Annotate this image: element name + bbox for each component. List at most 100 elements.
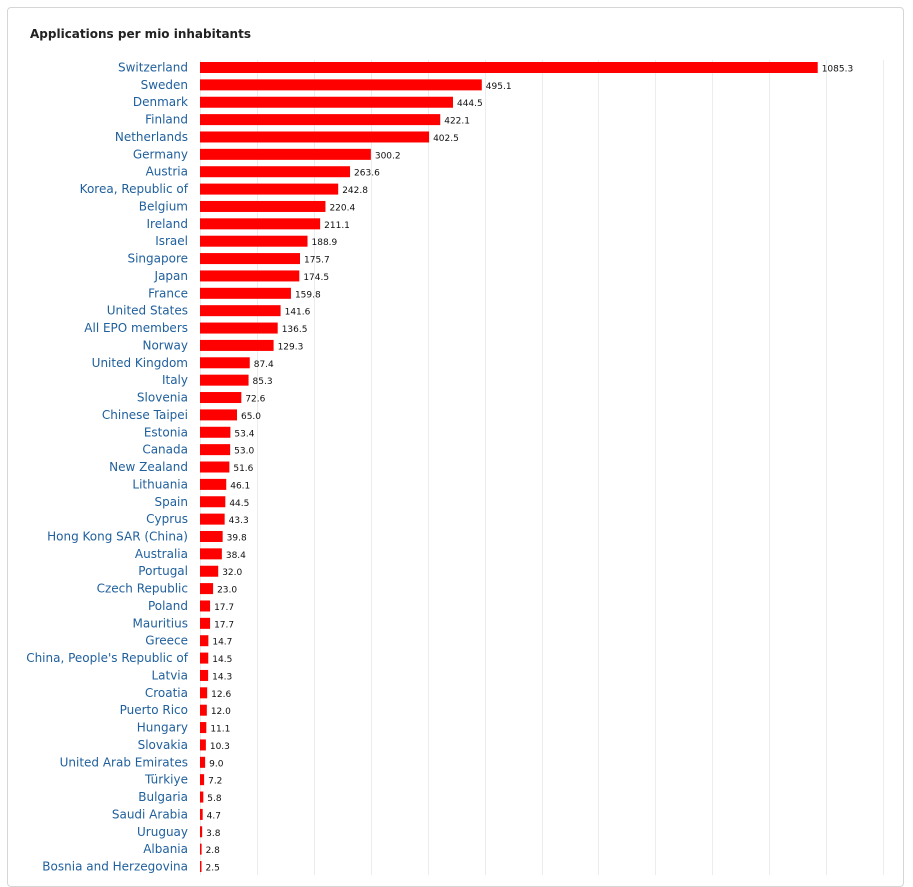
bar[interactable] [200,548,222,560]
bar[interactable] [200,392,242,404]
data-label: 402.5 [433,134,459,144]
data-label: 11.1 [210,725,230,735]
category-label: Hong Kong SAR (China) [47,529,188,543]
bar[interactable] [200,583,214,595]
data-label: 444.5 [457,99,483,109]
bar[interactable] [200,96,453,108]
bar[interactable] [200,114,441,126]
category-label: Bulgaria [138,790,188,804]
category-label: Denmark [133,95,188,109]
data-label: 51.6 [233,464,253,474]
bar[interactable] [200,166,351,178]
category-label: Korea, Republic of [80,182,189,196]
bar[interactable] [200,756,206,768]
chart-card: Applications per mio inhabitants [7,7,904,887]
bar[interactable] [200,62,818,73]
bar[interactable] [200,808,203,820]
category-label: Cyprus [146,512,188,526]
data-label: 159.8 [295,290,321,300]
data-label: 65.0 [241,412,261,422]
data-label: 211.1 [324,221,350,231]
bar[interactable] [200,322,278,334]
category-label: Mauritius [133,616,188,630]
bar[interactable] [200,826,203,838]
category-label: Netherlands [115,130,188,144]
category-label: Portugal [138,564,188,578]
category-label: Finland [145,113,188,127]
category-label: Canada [142,443,188,457]
bar[interactable] [200,739,206,751]
bar[interactable] [200,409,237,421]
category-label: United Arab Emirates [60,755,188,769]
data-label: 14.3 [212,672,232,682]
data-label: 2.5 [206,864,220,874]
bar[interactable] [200,687,208,699]
bar[interactable] [200,79,482,91]
bar[interactable] [200,565,219,577]
bar[interactable] [200,478,227,490]
bar[interactable] [200,617,211,629]
data-label: 46.1 [230,481,250,491]
data-label: 141.6 [285,308,311,318]
data-label: 242.8 [342,186,368,196]
data-label: 87.4 [254,360,274,370]
bar[interactable] [200,843,202,855]
data-label: 10.3 [210,742,230,752]
data-label: 44.5 [229,499,249,509]
category-label: United Kingdom [92,356,188,370]
bar[interactable] [200,652,209,664]
category-label: Greece [145,634,188,648]
bar[interactable] [200,357,250,369]
data-label: 43.3 [229,516,249,526]
bar[interactable] [200,774,205,786]
category-label: Puerto Rico [120,703,188,717]
bar[interactable] [200,253,301,265]
bar[interactable] [200,704,207,716]
data-label: 220.4 [329,203,355,213]
bar[interactable] [200,722,207,734]
bar[interactable] [200,200,326,212]
data-label: 53.4 [234,429,254,439]
category-label: Albania [143,842,188,856]
bar[interactable] [200,444,231,456]
category-label: Singapore [127,252,188,266]
bar[interactable] [200,791,204,803]
data-label: 9.0 [209,759,224,769]
category-label: Japan [154,269,188,283]
data-label: 174.5 [303,273,329,283]
category-label: Hungary [137,721,188,735]
category-label: Austria [146,165,188,179]
bar[interactable] [200,461,230,473]
category-label: Slovakia [138,738,188,752]
bar[interactable] [200,305,281,317]
bar[interactable] [200,496,226,508]
category-label: Türkiye [144,773,188,787]
bar[interactable] [200,218,321,230]
bar[interactable] [200,861,202,873]
category-label: Estonia [144,425,188,439]
data-label: 175.7 [304,256,330,266]
bar[interactable] [200,426,231,438]
category-label: Spain [154,495,188,509]
bar[interactable] [200,635,209,647]
bar[interactable] [200,530,223,542]
category-label: Germany [133,147,188,161]
bar[interactable] [200,513,225,525]
bar[interactable] [200,669,209,681]
category-label: Norway [142,338,188,352]
category-label: China, People's Republic of [26,651,189,665]
bar[interactable] [200,148,371,160]
bar[interactable] [200,183,339,195]
bar[interactable] [200,131,430,143]
data-label: 129.3 [278,342,304,352]
bar[interactable] [200,339,274,351]
category-label: Ireland [146,217,188,231]
bar[interactable] [200,270,300,282]
bar[interactable] [200,235,308,247]
data-label: 85.3 [253,377,273,387]
bar[interactable] [200,600,211,612]
data-label: 32.0 [222,568,242,578]
bar[interactable] [200,374,249,386]
bar[interactable] [200,287,291,299]
